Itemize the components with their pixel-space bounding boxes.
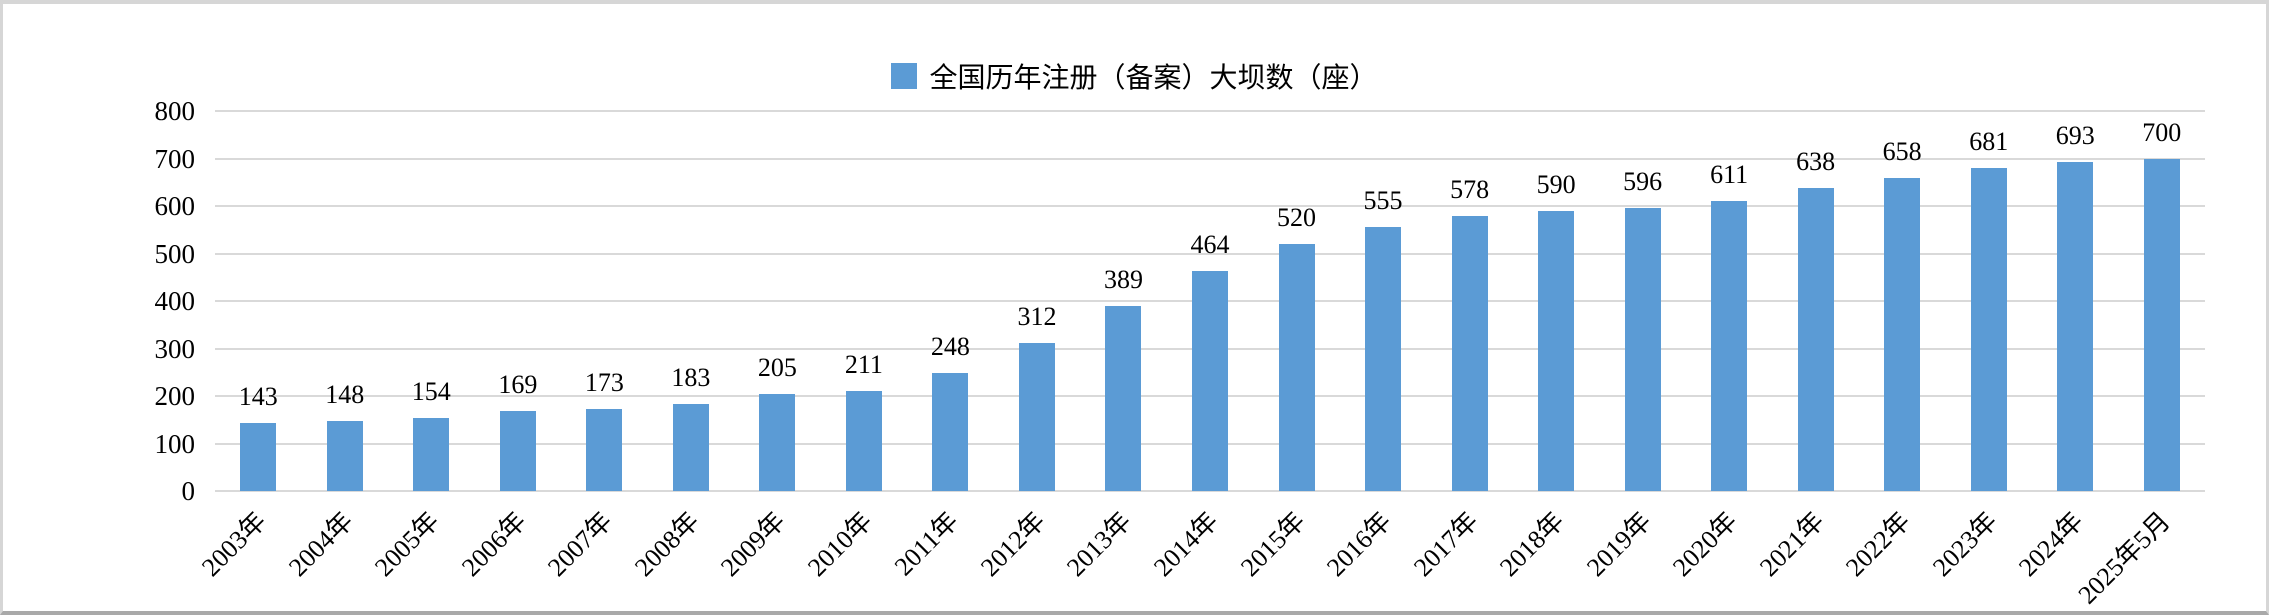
bar-value-label: 520	[1277, 203, 1317, 232]
bar	[1538, 210, 1575, 491]
bar	[1105, 306, 1142, 491]
x-axis-label: 2015年	[1234, 506, 1311, 582]
plot-area: 0 100 200 300 400 500 600 700 800 143 2003年 148 2004…	[155, 96, 2205, 610]
x-axis-label: 2018年	[1494, 506, 1570, 582]
y-axis-label: 500	[154, 238, 196, 269]
y-axis-label: 200	[154, 381, 196, 411]
y-axis-label: 400	[154, 286, 196, 316]
bar	[1451, 216, 1488, 491]
bar-value-label: 154	[411, 376, 451, 406]
x-axis-label: 2014年	[1148, 506, 1224, 582]
bar-value-label: 700	[2142, 117, 2182, 147]
bar	[759, 393, 796, 491]
x-axis-label: 2005年	[369, 506, 446, 582]
bar-value-label: 389	[1103, 265, 1143, 295]
bar	[1018, 342, 1055, 491]
bar	[240, 423, 277, 491]
bar-value-label: 211	[844, 349, 883, 379]
gridline	[215, 157, 2205, 160]
x-axis-label: 2021年	[1753, 506, 1830, 582]
y-axis-label: 600	[154, 191, 196, 221]
bar	[1192, 270, 1228, 491]
legend: 全国历年注册（备案）大坝数（座）	[3, 56, 2266, 96]
bar-value-label: 183	[671, 363, 711, 393]
x-axis-label: 2016年	[1321, 506, 1397, 582]
y-axis-label: 300	[154, 333, 196, 364]
bar-value-label: 312	[1017, 301, 1057, 331]
x-axis-label: 2008年	[629, 506, 705, 582]
bar-value-label: 555	[1363, 186, 1403, 216]
gridline	[215, 490, 2205, 492]
bar-value-label: 693	[2055, 120, 2095, 150]
x-axis-label: 2009年	[715, 506, 792, 582]
x-axis-label: 2007年	[542, 506, 619, 582]
legend-swatch-icon	[891, 63, 918, 89]
gridline	[215, 252, 2205, 255]
bar	[1624, 207, 1661, 491]
bar	[1884, 178, 1921, 491]
bar-value-label: 169	[498, 369, 538, 399]
bar-value-label: 148	[325, 379, 365, 409]
x-axis-label: 2019年	[1580, 506, 1657, 582]
x-axis-label: 2022年	[1840, 506, 1916, 582]
bar	[1278, 244, 1315, 491]
bar	[413, 417, 450, 491]
x-axis-label: 2024年	[2013, 506, 2090, 582]
bar	[845, 390, 882, 491]
y-axis-label: 100	[154, 428, 196, 459]
bar-value-label: 205	[757, 352, 797, 382]
bar	[932, 373, 969, 491]
bar	[326, 420, 363, 491]
y-axis-label: 0	[181, 476, 196, 506]
x-axis-label: 2012年	[975, 506, 1051, 582]
x-axis-label: 2025年5月	[2072, 506, 2176, 610]
bar-value-label: 143	[238, 382, 278, 412]
bar-value-label: 578	[1450, 175, 1490, 205]
bar	[672, 404, 709, 491]
bar-value-label: 658	[1882, 137, 1922, 167]
y-axis-label: 700	[154, 143, 196, 174]
bar	[499, 410, 536, 491]
x-axis-label: 2006年	[455, 506, 532, 582]
bar-value-label: 248	[930, 332, 970, 362]
bar-value-label: 611	[1710, 159, 1749, 189]
bar-value-label: 590	[1536, 169, 1576, 199]
bar	[2143, 158, 2180, 491]
x-axis-label: 2003年	[196, 506, 273, 582]
bar-value-label: 638	[1796, 146, 1836, 176]
x-axis-label: 2017年	[1407, 506, 1484, 582]
x-axis-label: 2010年	[802, 506, 878, 582]
bar	[2057, 161, 2094, 491]
y-axis-label: 800	[154, 96, 196, 126]
bar	[1970, 167, 2007, 491]
x-axis-label: 2023年	[1926, 506, 2003, 582]
bar-value-label: 464	[1190, 229, 1230, 259]
bar	[1365, 227, 1402, 491]
legend-label: 全国历年注册（备案）大坝数（座）	[929, 63, 1378, 94]
bar	[586, 408, 623, 491]
bar	[1797, 187, 1834, 491]
gridline	[215, 205, 2205, 207]
x-axis-label: 2020年	[1667, 506, 1743, 582]
bar	[1711, 200, 1748, 491]
bar-value-label: 173	[584, 367, 624, 397]
gridline	[215, 110, 2205, 112]
bar-value-label: 596	[1623, 166, 1663, 196]
x-axis-label: 2004年	[282, 506, 359, 582]
x-axis-label: 2011年	[889, 506, 965, 582]
x-axis-label: 2013年	[1061, 506, 1138, 582]
bar-value-label: 681	[1969, 126, 2009, 156]
